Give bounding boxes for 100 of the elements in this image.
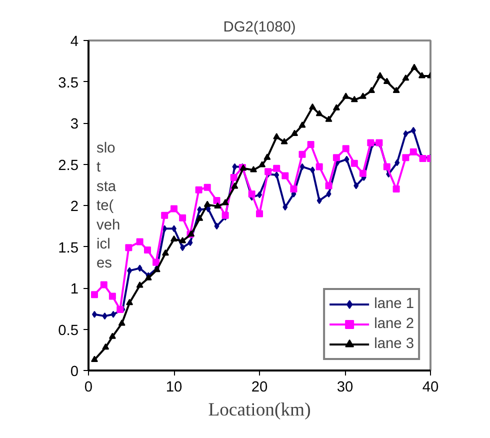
point bbox=[90, 356, 98, 362]
y-axis-title: slot state(vehicles bbox=[96, 140, 120, 272]
point bbox=[92, 310, 97, 318]
y-tick-label: 0 bbox=[70, 364, 79, 380]
point bbox=[204, 200, 211, 207]
point bbox=[102, 343, 110, 350]
point bbox=[325, 116, 332, 122]
point bbox=[402, 74, 410, 81]
point bbox=[310, 166, 316, 174]
point bbox=[418, 72, 426, 78]
legend-label: lane 3 bbox=[374, 336, 414, 352]
point bbox=[403, 130, 408, 138]
point bbox=[394, 159, 400, 166]
point bbox=[102, 312, 108, 320]
point bbox=[161, 212, 168, 219]
point bbox=[214, 202, 222, 209]
point bbox=[344, 156, 350, 163]
chart-title: DG2(1080) bbox=[223, 20, 296, 36]
point bbox=[298, 150, 306, 158]
point bbox=[392, 186, 400, 192]
point bbox=[162, 249, 169, 256]
point bbox=[280, 138, 288, 144]
x-tick-label: 40 bbox=[422, 380, 439, 396]
point bbox=[274, 171, 280, 178]
point bbox=[258, 161, 266, 168]
point bbox=[410, 64, 418, 70]
point bbox=[392, 86, 400, 94]
point bbox=[152, 258, 160, 266]
point bbox=[137, 264, 142, 272]
point bbox=[273, 164, 280, 172]
point bbox=[179, 237, 186, 244]
point bbox=[342, 92, 350, 99]
point bbox=[316, 163, 323, 170]
point bbox=[368, 86, 376, 94]
point bbox=[248, 190, 256, 198]
point bbox=[204, 184, 211, 191]
point bbox=[197, 206, 202, 214]
point bbox=[282, 172, 289, 180]
point bbox=[298, 122, 306, 128]
point bbox=[188, 239, 193, 246]
point bbox=[100, 281, 108, 288]
point bbox=[116, 306, 124, 313]
point bbox=[282, 204, 288, 211]
point bbox=[354, 182, 359, 190]
point bbox=[90, 291, 98, 298]
point bbox=[196, 214, 204, 221]
point bbox=[383, 78, 390, 84]
y-tick-label: 2 bbox=[70, 199, 79, 215]
point bbox=[350, 160, 358, 167]
point bbox=[180, 244, 186, 252]
point bbox=[127, 267, 132, 274]
point bbox=[264, 168, 272, 176]
point bbox=[118, 320, 126, 326]
point bbox=[125, 244, 132, 252]
point bbox=[256, 210, 263, 218]
y-tick-label: 1 bbox=[70, 282, 79, 298]
point bbox=[325, 182, 332, 190]
point bbox=[231, 182, 238, 189]
point bbox=[309, 103, 316, 110]
x-axis-title: Location(km) bbox=[208, 400, 311, 420]
y-tick-label: 3.5 bbox=[58, 75, 78, 92]
point bbox=[136, 282, 144, 288]
y-tick-label: 2.5 bbox=[58, 158, 78, 174]
point bbox=[359, 170, 366, 177]
point bbox=[332, 104, 340, 110]
point bbox=[316, 197, 322, 204]
point bbox=[410, 148, 417, 156]
point bbox=[195, 186, 202, 194]
point bbox=[350, 96, 358, 102]
point bbox=[222, 199, 229, 206]
point bbox=[214, 222, 220, 230]
x-tick-label: 0 bbox=[84, 380, 93, 396]
point bbox=[170, 235, 178, 242]
point bbox=[410, 126, 416, 134]
point bbox=[250, 166, 258, 172]
point bbox=[126, 298, 134, 306]
point bbox=[300, 163, 305, 170]
point bbox=[230, 174, 238, 181]
point bbox=[307, 140, 314, 148]
point bbox=[316, 110, 323, 116]
point bbox=[136, 238, 144, 246]
point bbox=[290, 186, 298, 192]
point bbox=[367, 139, 374, 146]
point bbox=[108, 292, 116, 300]
point bbox=[264, 154, 271, 160]
point bbox=[170, 205, 178, 212]
point bbox=[326, 190, 332, 198]
y-tick-label: 1.5 bbox=[58, 240, 78, 256]
point bbox=[232, 163, 238, 170]
point bbox=[144, 246, 151, 254]
legend-label: lane 1 bbox=[374, 296, 414, 312]
point bbox=[108, 332, 116, 339]
y-tick-label: 4 bbox=[70, 34, 79, 50]
legend-label: lane 2 bbox=[374, 316, 414, 332]
point bbox=[273, 133, 280, 140]
x-tick-label: 20 bbox=[251, 380, 268, 396]
point bbox=[162, 225, 168, 232]
x-tick-label: 10 bbox=[166, 380, 182, 396]
point bbox=[359, 92, 366, 99]
point bbox=[383, 163, 390, 170]
